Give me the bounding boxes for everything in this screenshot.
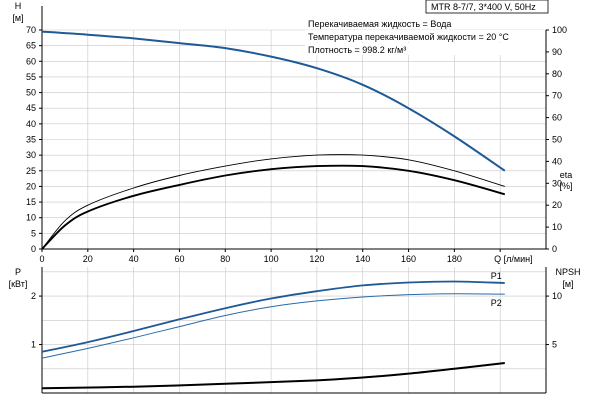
q-tick-label: 140 (355, 254, 370, 264)
q-tick-label: 120 (309, 254, 324, 264)
q-tick-label: 180 (447, 254, 462, 264)
eta-tick-label: 10 (552, 222, 562, 232)
head-tick-label: 5 (31, 228, 36, 238)
power-tick-label: 1 (31, 340, 36, 350)
head-tick-label: 30 (26, 150, 36, 160)
eta-tick-label: 0 (552, 244, 557, 254)
head-tick-label: 10 (26, 213, 36, 223)
q-tick-label: 160 (401, 254, 416, 264)
efficiency-outer-curve (41, 154, 505, 250)
npsh-axis-unit: [м] (562, 279, 573, 289)
head-tick-label: 15 (26, 197, 36, 207)
power-p2-curve (41, 293, 505, 359)
p2-series-label: P2 (491, 298, 502, 308)
info-line-bg (305, 30, 545, 42)
q-tick-label: 40 (129, 254, 139, 264)
fluid-info-line: Плотность = 998.2 кг/м³ (308, 45, 406, 55)
npsh-tick-label: 10 (552, 291, 562, 301)
head-axis-title: H (15, 1, 22, 11)
head-curve (41, 30, 506, 172)
head-tick-label: 35 (26, 135, 36, 145)
eta-axis-title: eta (560, 170, 573, 180)
head-tick-label: 45 (26, 103, 36, 113)
q-tick-label: 60 (174, 254, 184, 264)
q-axis-label: Q [л/мин] (494, 254, 532, 264)
efficiency-inner-curve (41, 164, 506, 250)
eta-tick-label: 80 (552, 69, 562, 79)
power-p1-curve (41, 280, 505, 353)
p1-series-label: P1 (491, 271, 502, 281)
eta-tick-label: 100 (552, 25, 567, 35)
head-tick-label: 40 (26, 119, 36, 129)
info-line-bg (305, 17, 545, 29)
fluid-info-line: Температура перекачиваемой жидкости = 20… (308, 32, 509, 42)
fluid-info-line: Перекачиваемая жидкость = Вода (308, 19, 451, 29)
q-tick-label: 20 (83, 254, 93, 264)
npsh-curve (41, 362, 505, 390)
model-label: MTR 8-7/7, 3*400 V, 50Hz (431, 2, 536, 12)
head-tick-label: 65 (26, 41, 36, 51)
head-tick-label: 0 (31, 244, 36, 254)
head-tick-label: 60 (26, 56, 36, 66)
eta-tick-label: 60 (552, 113, 562, 123)
power-axis-title: P (15, 267, 21, 277)
head-tick-label: 50 (26, 88, 36, 98)
info-line-bg (305, 43, 545, 55)
model-label-box (425, 0, 549, 14)
eta-tick-label: 70 (552, 91, 562, 101)
power-tick-label: 2 (31, 291, 36, 301)
head-tick-label: 55 (26, 72, 36, 82)
power-axis-unit: [кВт] (9, 279, 28, 289)
eta-tick-label: 30 (552, 178, 562, 188)
head-tick-label: 20 (26, 181, 36, 191)
head-axis-unit: [м] (12, 13, 23, 23)
head-tick-label: 70 (26, 25, 36, 35)
eta-tick-label: 50 (552, 135, 562, 145)
head-tick-label: 25 (26, 166, 36, 176)
eta-axis-unit: [%] (559, 181, 572, 191)
q-tick-label: 80 (220, 254, 230, 264)
eta-tick-label: 40 (552, 156, 562, 166)
q-tick-label: 100 (264, 254, 279, 264)
eta-tick-label: 90 (552, 47, 562, 57)
q-tick-label: 0 (39, 254, 44, 264)
eta-tick-label: 20 (552, 200, 562, 210)
npsh-tick-label: 5 (552, 340, 557, 350)
npsh-axis-title: NPSH (555, 267, 580, 277)
